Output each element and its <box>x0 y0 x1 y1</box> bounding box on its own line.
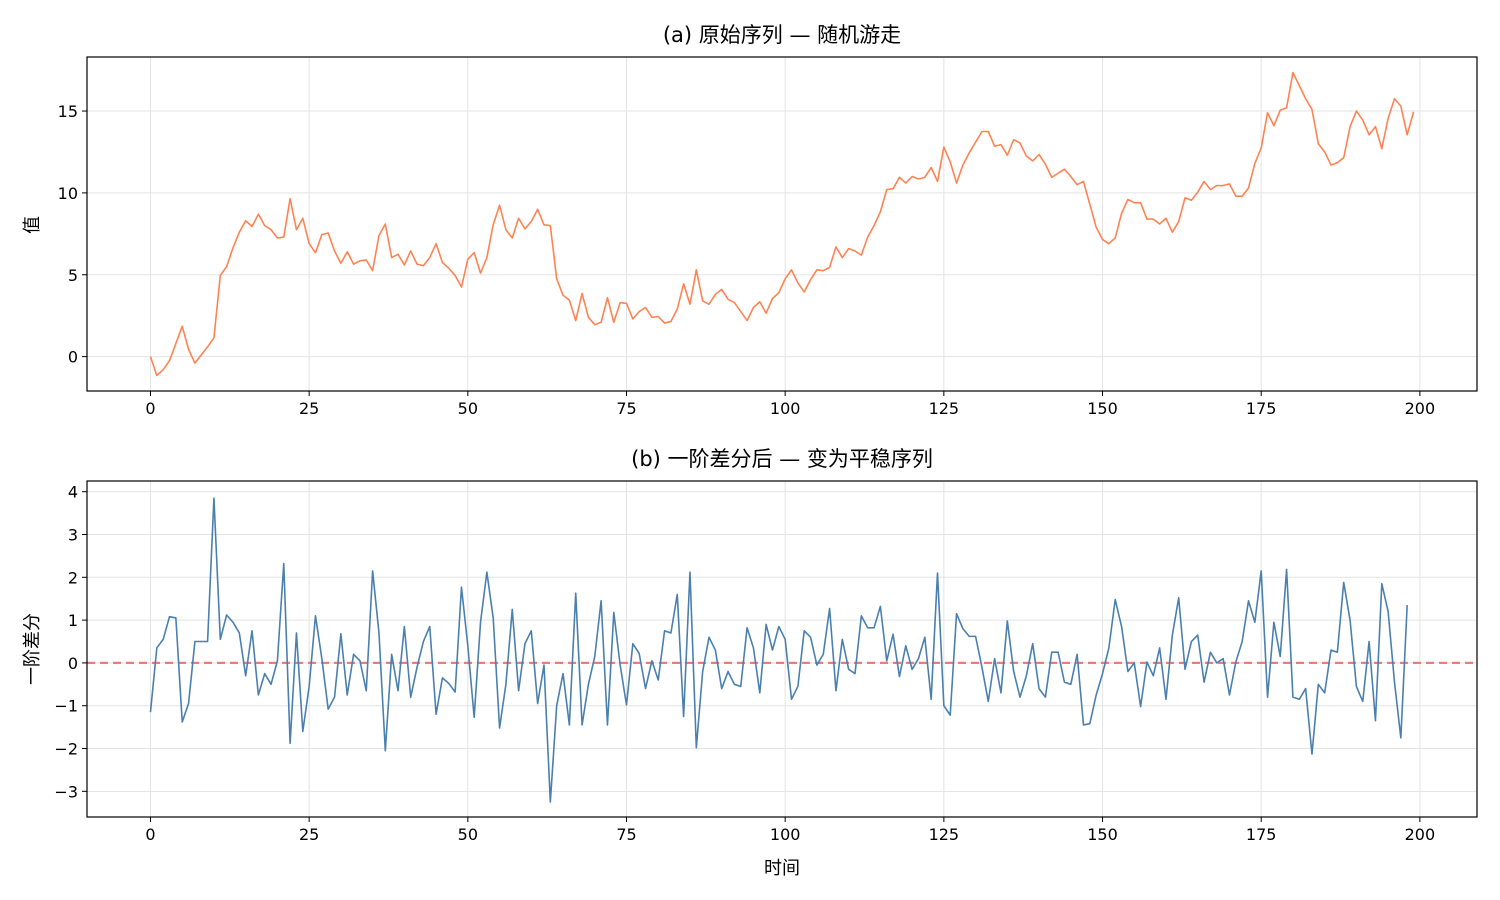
panel-a-xtick-label: 150 <box>1087 399 1118 418</box>
panel-a-title: (a) 原始序列 — 随机游走 <box>663 23 901 47</box>
panel-a-xtick-label: 0 <box>145 399 155 418</box>
panel-a-xtick-label: 175 <box>1246 399 1277 418</box>
panel-b-ytick-label: 2 <box>68 568 78 587</box>
panel-b-ytick-label: −2 <box>54 740 78 759</box>
panel-a-series-line <box>149 71 1415 377</box>
panel-b-ylabel: 一阶差分 <box>22 613 43 685</box>
panel-b-xtick-label: 75 <box>616 825 636 844</box>
panel-b-title: (b) 一阶差分后 — 变为平稳序列 <box>631 447 933 471</box>
panel-b-ytick-label: 3 <box>68 526 78 545</box>
panel-a-xtick-label: 50 <box>458 399 478 418</box>
panel-b-xtick-label: 100 <box>770 825 801 844</box>
panel-b-xtick-label: 200 <box>1405 825 1436 844</box>
panel-a-xtick-label: 75 <box>616 399 636 418</box>
panel-a-ytick-label: 10 <box>58 184 78 203</box>
panel-b-ytick-label: 4 <box>68 483 78 502</box>
panel-a-frame <box>86 56 1478 392</box>
panel-b-xtick-label: 25 <box>299 825 319 844</box>
panel-b-ytick-label: 0 <box>68 654 78 673</box>
panel-b-xlabel: 时间 <box>764 858 800 879</box>
panel-b-xtick-label: 0 <box>145 825 155 844</box>
panel-b-xtick-label: 175 <box>1246 825 1277 844</box>
panel-b-frame <box>86 480 1478 818</box>
panel-a-xtick-label: 25 <box>299 399 319 418</box>
panel-b: (b) 一阶差分后 — 变为平稳序列 一阶差分 时间 0 25 50 75 100 125… <box>22 447 1478 879</box>
panel-b-ytick-label: −3 <box>54 782 78 801</box>
panel-a-ylabel: 值 <box>22 216 43 234</box>
panel-a: (a) 原始序列 — 随机游走 值 0 25 50 75 100 125 150 175 200… <box>22 23 1478 418</box>
panel-a-ytick-label: 15 <box>58 102 78 121</box>
panel-a-ytick-label: 5 <box>68 266 78 285</box>
panel-b-series-line <box>149 497 1408 803</box>
panel-a-xtick-label: 200 <box>1405 399 1436 418</box>
panel-b-ytick-label: 1 <box>68 611 78 630</box>
panel-b-ytick-label: −1 <box>54 697 78 716</box>
panel-b-xtick-label: 150 <box>1087 825 1118 844</box>
panel-a-ytick-label: 0 <box>68 348 78 367</box>
panel-b-xtick-label: 50 <box>458 825 478 844</box>
panel-b-xtick-label: 125 <box>929 825 960 844</box>
panel-a-xtick-label: 100 <box>770 399 801 418</box>
panel-a-xtick-label: 125 <box>929 399 960 418</box>
